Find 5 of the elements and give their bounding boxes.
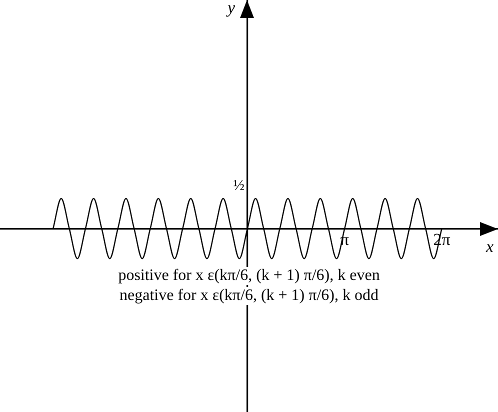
text: positive for x ε(kπ/6, (k + 1) π/6), k even — [0, 266, 498, 285]
x-axis-title: x — [486, 236, 494, 257]
text: y — [227, 0, 235, 18]
text: negative for x ε(kπ/6, (k + 1) π/6), k odd — [0, 286, 498, 305]
text: ½ — [233, 178, 244, 196]
